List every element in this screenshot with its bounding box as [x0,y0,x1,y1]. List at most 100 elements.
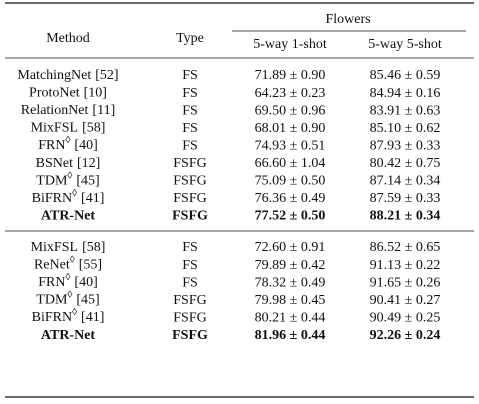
score-cell: 74.93 ± 0.51 [255,138,326,153]
type-cell: FS [182,103,198,118]
method-cell: ProtoNet [10] [29,86,107,101]
type-cell: FSFG [173,191,206,206]
column-header: 5-way 5-shot [368,37,442,52]
group-header: Flowers [325,12,370,27]
method-cell: RelationNet [11] [21,103,115,118]
score-cell: 79.98 ± 0.45 [255,293,326,308]
score-cell: 87.93 ± 0.33 [370,138,441,153]
type-cell: FS [182,275,198,290]
score-cell: 76.36 ± 0.49 [255,191,326,206]
score-cell: 91.65 ± 0.26 [370,275,441,290]
method-mark: ◊ [67,171,72,182]
type-cell: FSFG [173,174,206,189]
method-ref: [52] [95,68,118,83]
method-ref: [55] [79,258,102,273]
method-mark: ◊ [65,272,70,283]
method-ref: [58] [82,240,105,255]
method-cell: MixFSL [58] [31,121,106,136]
method-mark: ◊ [72,307,77,318]
type-cell: FSFG [173,310,206,325]
method-ref: [10] [84,86,107,101]
method-cell: TDM◊ [45] [36,290,99,308]
score-cell: 90.41 ± 0.27 [370,293,441,308]
method-cell: ATR-Net [41,328,96,343]
method-cell: ATR-Net [41,209,96,224]
method-name: BSNet [36,156,73,171]
method-mark: ◊ [72,188,77,199]
score-cell: 83.91 ± 0.63 [370,103,441,118]
type-cell: FS [182,258,198,273]
method-ref: [45] [76,174,99,189]
method-name: MixFSL [31,121,78,136]
method-ref: [41] [81,191,104,206]
method-ref: [11] [92,103,115,118]
score-cell: 84.94 ± 0.16 [370,86,441,101]
method-name: BiFRN [32,191,72,206]
score-cell: 87.14 ± 0.34 [370,174,441,189]
score-cell: 80.42 ± 0.75 [370,156,441,171]
score-cell: 86.52 ± 0.65 [370,240,441,255]
type-cell: FS [182,86,198,101]
column-header: 5-way 1-shot [253,37,327,52]
method-cell: FRN◊ [40] [38,135,98,153]
method-cell: FRN◊ [40] [38,272,98,290]
column-header: Type [176,31,204,46]
method-cell: BiFRN◊ [41] [32,188,105,206]
method-cell: BiFRN◊ [41] [32,307,105,325]
method-name: ATR-Net [41,209,96,224]
type-cell: FS [182,240,198,255]
score-cell: 79.89 ± 0.42 [255,258,326,273]
score-cell: 69.50 ± 0.96 [255,103,326,118]
type-cell: FS [182,121,198,136]
score-cell: 71.89 ± 0.90 [255,68,326,83]
type-cell: FSFG [173,156,206,171]
method-name: ATR-Net [41,328,96,343]
method-name: RelationNet [21,103,89,118]
method-name: BiFRN [32,310,72,325]
method-mark: ◊ [67,290,72,301]
method-name: FRN [38,275,65,290]
method-ref: [45] [76,293,99,308]
column-header: Method [46,31,90,46]
score-cell: 72.60 ± 0.91 [255,240,326,255]
score-cell: 88.21 ± 0.34 [370,209,441,224]
method-cell: TDM◊ [45] [36,171,99,189]
method-mark: ◊ [65,135,70,146]
method-ref: [40] [74,275,97,290]
method-mark: ◊ [70,255,75,266]
method-cell: MatchingNet [52] [17,68,118,83]
method-name: MatchingNet [17,68,91,83]
type-cell: FSFG [172,328,208,343]
method-cell: MixFSL [58] [31,240,106,255]
method-name: ProtoNet [29,86,80,101]
method-name: FRN [38,138,65,153]
score-cell: 78.32 ± 0.49 [255,275,326,290]
method-ref: [41] [81,310,104,325]
score-cell: 87.59 ± 0.33 [370,191,441,206]
score-cell: 81.96 ± 0.44 [255,328,326,343]
method-name: TDM [36,293,68,308]
method-ref: [58] [82,121,105,136]
score-cell: 77.52 ± 0.50 [255,209,326,224]
score-cell: 80.21 ± 0.44 [255,310,326,325]
type-cell: FS [182,138,198,153]
method-cell: ReNet◊ [55] [34,255,102,273]
method-name: TDM [36,174,68,189]
score-cell: 92.26 ± 0.24 [370,328,441,343]
method-ref: [12] [77,156,100,171]
method-name: ReNet [34,258,70,273]
score-cell: 68.01 ± 0.90 [255,121,326,136]
method-cell: BSNet [12] [36,156,101,171]
score-cell: 85.10 ± 0.62 [370,121,441,136]
type-cell: FS [182,68,198,83]
method-name: MixFSL [31,240,78,255]
score-cell: 64.23 ± 0.23 [255,86,326,101]
score-cell: 85.46 ± 0.59 [370,68,441,83]
score-cell: 90.49 ± 0.25 [370,310,441,325]
score-cell: 75.09 ± 0.50 [255,174,326,189]
method-ref: [40] [74,138,97,153]
score-cell: 66.60 ± 1.04 [255,156,326,171]
type-cell: FSFG [173,293,206,308]
type-cell: FSFG [172,209,208,224]
